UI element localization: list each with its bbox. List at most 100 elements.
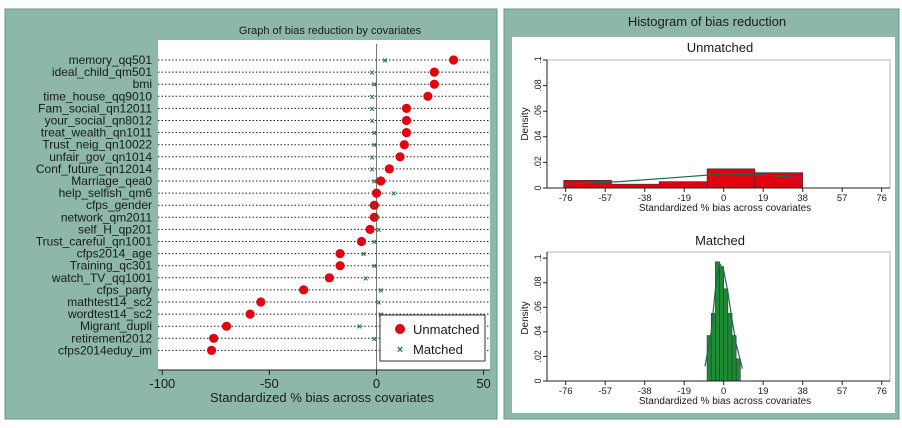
covariate-label: ideal_child_qm501 xyxy=(52,65,152,79)
unmatched-hist-x-tick-label: 57 xyxy=(837,193,848,204)
unmatched-hist-x-tick-label: 38 xyxy=(797,193,808,204)
covariate-label: memory_qq501 xyxy=(69,53,153,67)
legend-box xyxy=(379,314,486,362)
legend-unmatched-marker xyxy=(395,324,405,334)
covariate-label: watch_TV_qq1001 xyxy=(51,271,152,285)
matched-hist-x-tick-label: -38 xyxy=(638,386,652,397)
unmatched-hist-x-tick-label: -57 xyxy=(598,193,612,204)
dotplot-legend: Unmatched × Matched xyxy=(379,314,486,362)
matched-point: × xyxy=(382,56,387,66)
covariate-label: Migrant_dupli xyxy=(80,319,152,333)
histogram-title: Histogram of bias reduction xyxy=(628,14,786,29)
matched-hist-bar xyxy=(727,313,733,382)
legend-unmatched-label: Unmatched xyxy=(413,322,479,337)
unmatched-point xyxy=(324,273,334,283)
unmatched-point xyxy=(335,249,345,259)
unmatched-point xyxy=(448,55,459,65)
unmatched-point xyxy=(429,67,439,77)
matched-hist-y-tick-label: .02 xyxy=(533,350,543,363)
legend-matched-marker: × xyxy=(397,344,403,356)
unmatched-hist-bar xyxy=(611,183,660,189)
matched-hist-x-tick-label: -19 xyxy=(677,386,691,397)
matched-point: × xyxy=(378,285,383,295)
unmatched-point xyxy=(256,297,266,307)
unmatched-hist-y-tick-label: .08 xyxy=(533,79,543,92)
matched-hist-x-tick-label: 0 xyxy=(721,386,726,397)
unmatched-point xyxy=(429,79,439,89)
matched-hist-x-tick-label: 38 xyxy=(797,386,808,397)
unmatched-point xyxy=(335,261,345,271)
covariate-label: Marriage_qea0 xyxy=(71,174,152,188)
matched-point: × xyxy=(370,164,375,174)
unmatched-hist-x-tick-label: 0 xyxy=(721,193,726,204)
matched-hist-x-tick-label: -76 xyxy=(559,386,573,397)
matched-point: × xyxy=(370,104,375,114)
covariate-label: wordtest14_sc2 xyxy=(67,307,152,321)
unmatched-point xyxy=(206,345,217,355)
covariate-label: cfps_party xyxy=(97,283,152,297)
matched-histogram-subtitle: Matched xyxy=(695,233,745,248)
covariate-label: self_H_qp201 xyxy=(78,222,152,236)
unmatched-point xyxy=(384,164,394,174)
matched-hist-y-tick-label: .06 xyxy=(533,301,543,314)
unmatched-hist-x-tick-label: -76 xyxy=(559,193,573,204)
matched-point: × xyxy=(370,92,375,102)
matched-hist-y-tick-label: .1 xyxy=(533,254,543,262)
matched-point: × xyxy=(370,152,375,162)
matched-point: × xyxy=(357,322,362,332)
unmatched-point xyxy=(209,333,219,343)
matched-hist-bar xyxy=(735,358,741,382)
matched-point: × xyxy=(372,237,377,247)
covariate-label: retirement2012 xyxy=(71,331,152,345)
covariate-label: cfps_gender xyxy=(86,198,152,212)
matched-x-axis-label: Standardized % bias across covariates xyxy=(639,396,811,407)
matched-hist-x-tick-label: 19 xyxy=(758,386,769,397)
unmatched-point xyxy=(399,140,409,150)
covariate-label: network_qm2011 xyxy=(61,210,152,224)
unmatched-point xyxy=(376,176,386,186)
matched-point: × xyxy=(372,80,377,90)
unmatched-hist-bar xyxy=(706,168,756,189)
dotplot-x-axis-label: Standardized % bias across covariates xyxy=(210,390,435,405)
unmatched-point xyxy=(245,309,255,319)
matched-y-axis-label: Density xyxy=(520,301,531,334)
covariate-label: unfair_gov_qn1014 xyxy=(49,150,152,164)
matched-hist-y-tick-label: .08 xyxy=(533,276,543,289)
unmatched-hist-x-tick-label: -38 xyxy=(638,193,652,204)
matched-hist-density-curve xyxy=(704,261,743,369)
unmatched-point xyxy=(423,91,433,101)
unmatched-y-axis-label: Density xyxy=(520,107,531,140)
covariate-label: treat_wealth_qn1011 xyxy=(41,126,153,140)
unmatched-point xyxy=(299,285,309,295)
unmatched-point xyxy=(221,321,232,331)
covariate-label: Trust_neig_qn10022 xyxy=(42,138,152,152)
matched-point: × xyxy=(374,213,379,223)
covariate-label: help_selfish_qm6 xyxy=(59,186,153,200)
covariate-label: mathtest14_sc2 xyxy=(67,295,152,309)
unmatched-hist-y-tick-label: .02 xyxy=(533,156,543,169)
covariate-label: Trust_careful_qn1001 xyxy=(36,235,153,249)
covariate-label: cfps2014eduy_im xyxy=(58,343,152,357)
unmatched-point xyxy=(365,224,375,234)
matched-hist-x-tick-label: 57 xyxy=(837,386,848,397)
matched-point: × xyxy=(370,116,375,126)
unmatched-point xyxy=(371,188,382,198)
unmatched-hist-x-tick-label: 76 xyxy=(876,193,887,204)
unmatched-hist-y-tick-label: .1 xyxy=(533,56,543,64)
unmatched-x-axis-label: Standardized % bias across covariates xyxy=(639,203,811,214)
matched-hist-y-tick-label: .04 xyxy=(533,326,543,339)
dotplot-title: Graph of bias reduction by covariates xyxy=(239,25,422,37)
matched-point: × xyxy=(391,189,396,199)
unmatched-hist-density-curve xyxy=(563,173,803,185)
matched-point: × xyxy=(361,249,366,259)
unmatched-hist-y-tick-label: .04 xyxy=(533,131,543,144)
unmatched-hist-x-tick-label: -19 xyxy=(677,193,691,204)
unmatched-point xyxy=(401,103,412,113)
matched-hist-bar xyxy=(719,266,724,382)
matched-point: × xyxy=(363,273,368,283)
unmatched-point xyxy=(401,115,412,126)
unmatched-hist-bar xyxy=(658,181,708,189)
unmatched-point xyxy=(369,200,379,210)
covariate-label: cfps2014_age xyxy=(77,247,153,261)
covariate-label: your_social_qn8012 xyxy=(45,114,153,128)
